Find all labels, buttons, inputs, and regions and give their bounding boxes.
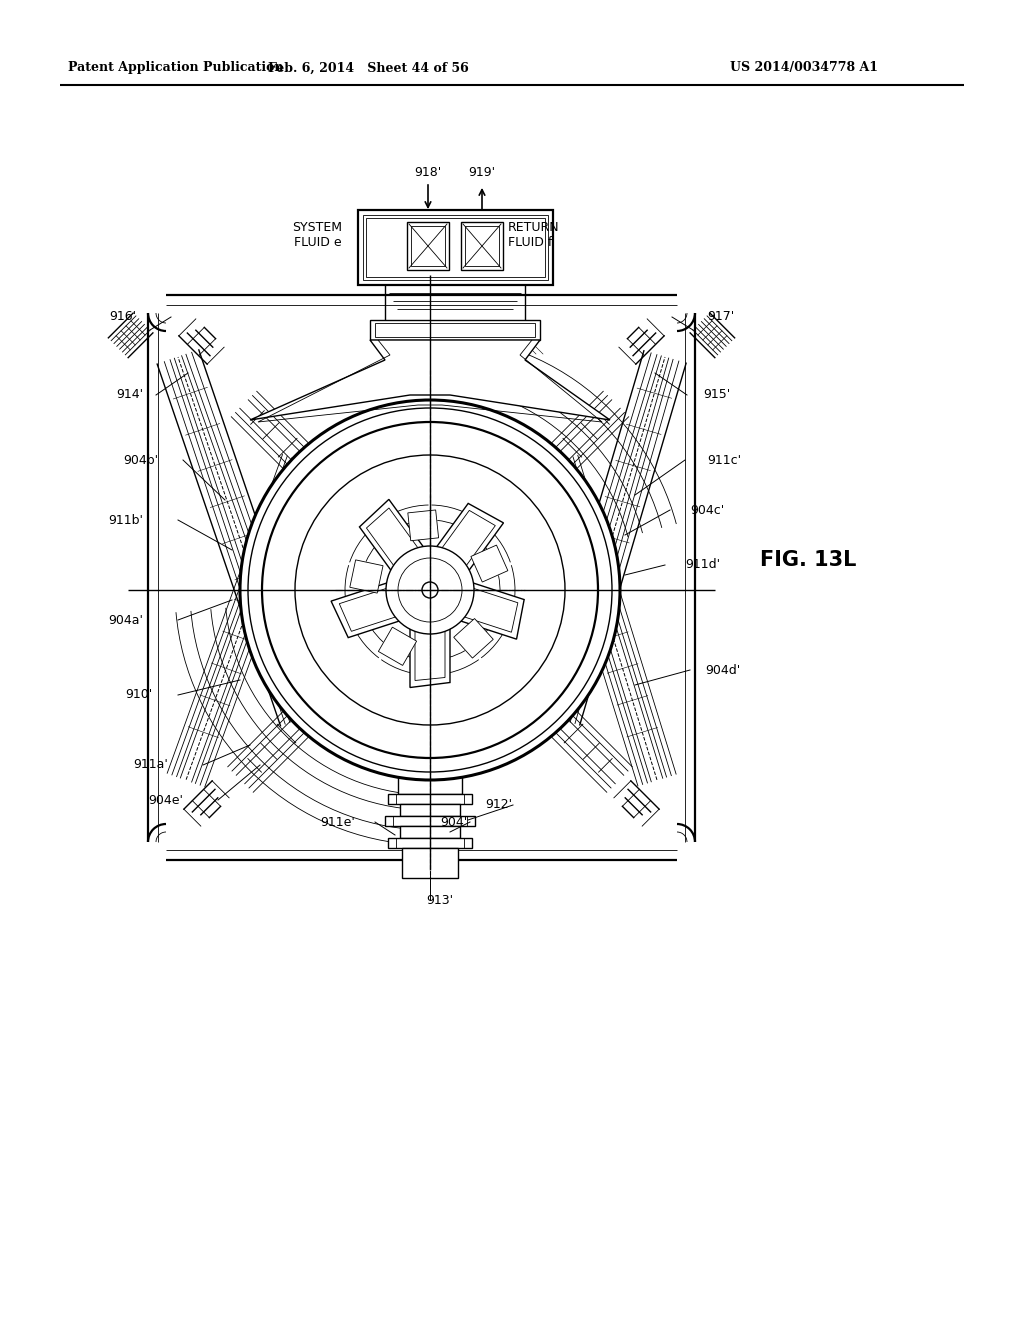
Text: 915': 915'	[703, 388, 730, 401]
Bar	[370, 319, 540, 341]
Text: 917': 917'	[707, 310, 734, 323]
Circle shape	[398, 558, 462, 622]
Bar	[388, 795, 472, 804]
Circle shape	[240, 400, 620, 780]
Text: 912': 912'	[485, 799, 512, 812]
Text: 919': 919'	[468, 165, 496, 178]
Bar	[366, 218, 545, 277]
Polygon shape	[350, 560, 383, 593]
Bar	[385, 816, 475, 826]
Text: 911c': 911c'	[707, 454, 741, 466]
Text: 904': 904'	[440, 816, 467, 829]
Bar	[461, 222, 503, 271]
Polygon shape	[359, 499, 433, 587]
Polygon shape	[447, 582, 518, 632]
Bar	[402, 847, 458, 878]
Bar	[407, 222, 449, 271]
Bar	[400, 804, 460, 816]
Circle shape	[422, 582, 438, 598]
Text: Feb. 6, 2014   Sheet 44 of 56: Feb. 6, 2014 Sheet 44 of 56	[267, 62, 468, 74]
Text: 904c': 904c'	[690, 503, 724, 516]
Text: SYSTEM
FLUID e: SYSTEM FLUID e	[292, 220, 342, 249]
Circle shape	[295, 455, 565, 725]
Circle shape	[386, 546, 474, 634]
Polygon shape	[430, 511, 496, 579]
Polygon shape	[367, 508, 428, 582]
Circle shape	[262, 422, 598, 758]
Text: 904a': 904a'	[108, 614, 143, 627]
Polygon shape	[408, 510, 438, 541]
Polygon shape	[454, 619, 494, 659]
Text: 913': 913'	[426, 894, 454, 907]
Bar	[362, 215, 548, 280]
Polygon shape	[379, 627, 417, 665]
Bar	[411, 226, 445, 267]
Text: 918': 918'	[415, 165, 441, 178]
Text: 904e': 904e'	[148, 793, 183, 807]
Text: RETURN
FLUID f: RETURN FLUID f	[508, 220, 560, 249]
Text: FIG. 13L: FIG. 13L	[760, 550, 856, 570]
Bar	[388, 838, 472, 847]
Polygon shape	[471, 545, 508, 582]
Text: 911b': 911b'	[108, 513, 143, 527]
Bar	[398, 772, 462, 795]
Text: 916': 916'	[109, 310, 136, 323]
Text: US 2014/0034778 A1: US 2014/0034778 A1	[730, 62, 878, 74]
Text: 914': 914'	[116, 388, 143, 401]
Text: 904d': 904d'	[705, 664, 740, 676]
Bar	[465, 226, 499, 267]
Polygon shape	[339, 583, 415, 631]
Polygon shape	[331, 578, 420, 638]
Polygon shape	[424, 503, 504, 583]
Polygon shape	[445, 577, 524, 639]
Bar	[400, 826, 460, 838]
Text: 904b': 904b'	[123, 454, 158, 466]
Text: 911d': 911d'	[685, 558, 720, 572]
Polygon shape	[415, 610, 445, 681]
Circle shape	[248, 408, 612, 772]
Text: 910': 910'	[126, 689, 153, 701]
Text: Patent Application Publication: Patent Application Publication	[68, 62, 284, 74]
Text: 911e': 911e'	[321, 816, 355, 829]
Bar	[358, 210, 553, 285]
Polygon shape	[250, 341, 610, 420]
Text: 911a': 911a'	[133, 759, 168, 771]
Bar	[375, 323, 535, 337]
Polygon shape	[410, 607, 450, 688]
